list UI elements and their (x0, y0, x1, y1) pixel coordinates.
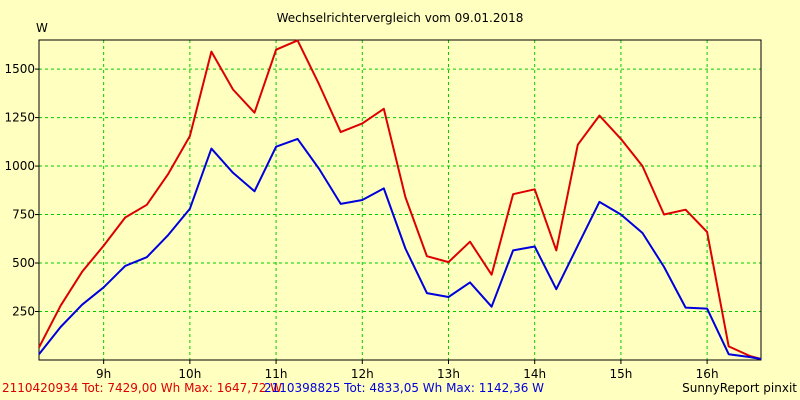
x-tick-label: 15h (609, 367, 632, 381)
x-tick-label: 10h (178, 367, 201, 381)
series-line-1 (38, 39, 762, 360)
x-tick-label: 14h (523, 367, 546, 381)
y-axis-unit-label: W (36, 21, 48, 35)
x-axis-ticks: 9h 10h 11h 12h 13h 14h 15h 16h (96, 360, 719, 381)
y-tick-label: 750 (12, 208, 35, 222)
legend-series-2: 2110398825 Tot: 4833,05 Wh Max: 1142,36 … (264, 381, 545, 395)
plot-frame (38, 39, 762, 361)
legend-series-1: 2110420934 Tot: 7429,00 Wh Max: 1647,72 … (2, 381, 283, 395)
x-tick-label: 16h (696, 367, 719, 381)
grid-lines (39, 40, 761, 360)
x-tick-label: 13h (437, 367, 460, 381)
series-line-2 (38, 137, 762, 360)
y-tick-label: 500 (12, 256, 35, 270)
chart-title: Wechselrichtervergleich vom 09.01.2018 (277, 11, 524, 25)
x-tick-label: 9h (96, 367, 111, 381)
y-axis-ticks: 250 500 750 1000 1250 1500 (4, 62, 39, 319)
y-tick-label: 250 (12, 305, 35, 319)
series-lines (38, 39, 762, 360)
y-tick-label: 1000 (4, 159, 35, 173)
x-tick-label: 11h (265, 367, 288, 381)
footer-credit: SunnyReport pinxit (682, 381, 797, 395)
x-tick-label: 12h (351, 367, 374, 381)
y-tick-label: 1500 (4, 62, 35, 76)
y-tick-label: 1250 (4, 111, 35, 125)
